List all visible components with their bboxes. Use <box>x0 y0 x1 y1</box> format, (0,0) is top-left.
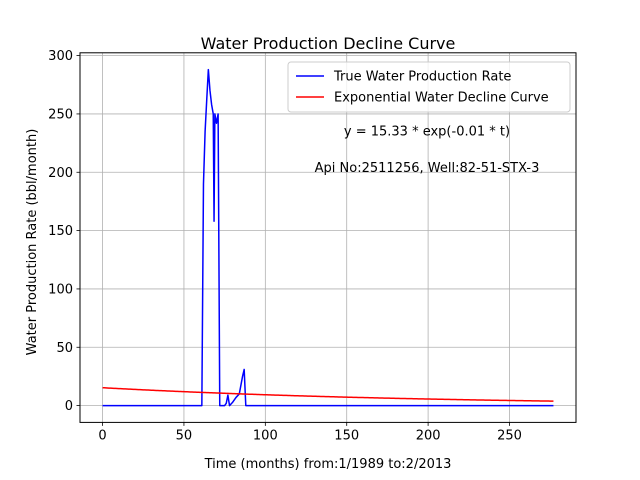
grid <box>80 52 576 423</box>
y-tick-label: 250 <box>48 107 73 122</box>
legend-label-true-rate: True Water Production Rate <box>333 70 511 85</box>
x-tick-label: 250 <box>497 428 522 443</box>
equation-annotation: y = 15.33 * exp(-0.01 * t) <box>344 125 510 140</box>
plot-frame <box>79 52 577 423</box>
x-tick-label: 150 <box>334 428 359 443</box>
legend-box <box>287 61 571 113</box>
y-axis-label: Water Production Rate (bbl/month) <box>25 129 40 356</box>
x-tick-label: 0 <box>98 428 106 443</box>
y-tick-label: 150 <box>48 224 73 239</box>
x-tick-label: 50 <box>176 428 193 443</box>
x-tick-label: 100 <box>253 428 278 443</box>
y-tick-label: 50 <box>56 341 73 356</box>
x-tick-label: 200 <box>416 428 441 443</box>
exponential-decline-line <box>102 386 554 402</box>
y-tick-label: 200 <box>48 166 73 181</box>
axis-ticks: 0 50 100 150 200 250 0 50 100 150 200 250 300 <box>48 49 522 443</box>
y-tick-label: 100 <box>48 282 73 297</box>
well-annotation: Api No:2511256, Well:82-51-STX-3 <box>315 161 540 176</box>
x-axis-label: Time (months) from:1/1989 to:2/2013 <box>204 457 452 472</box>
chart-title: Water Production Decline Curve <box>201 34 456 53</box>
y-tick-label: 300 <box>48 49 73 64</box>
legend-label-exponential: Exponential Water Decline Curve <box>334 91 549 106</box>
true-rate-line <box>102 68 554 407</box>
legend: True Water Production Rate Exponential W… <box>287 61 571 113</box>
y-tick-label: 0 <box>65 399 73 414</box>
plot-series <box>102 68 554 407</box>
